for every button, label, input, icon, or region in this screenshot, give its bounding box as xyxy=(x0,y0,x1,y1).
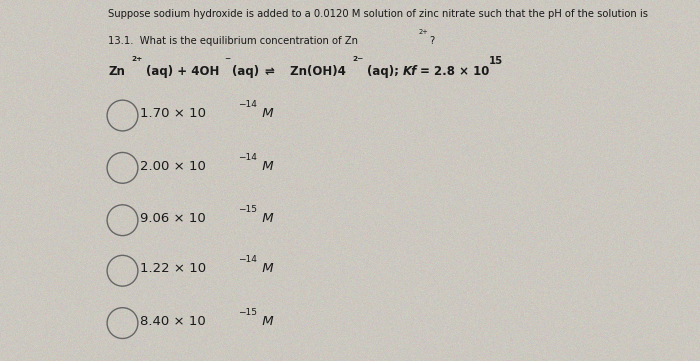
Text: 2−: 2− xyxy=(353,56,364,62)
Text: ?: ? xyxy=(430,36,435,46)
Text: 8.40 × 10: 8.40 × 10 xyxy=(140,315,206,328)
Text: (aq): (aq) xyxy=(232,65,260,78)
Text: −14: −14 xyxy=(238,153,257,161)
Text: M: M xyxy=(258,107,273,120)
Text: Suppose sodium hydroxide is added to a 0.0120 M solution of zinc nitrate such th: Suppose sodium hydroxide is added to a 0… xyxy=(108,9,648,19)
Text: 13.1.  What is the equilibrium concentration of Zn: 13.1. What is the equilibrium concentrat… xyxy=(108,36,358,46)
Text: −: − xyxy=(224,56,230,62)
Text: (aq);: (aq); xyxy=(367,65,403,78)
Text: 15: 15 xyxy=(489,56,503,66)
Text: Kf: Kf xyxy=(403,65,417,78)
Text: 9.06 × 10: 9.06 × 10 xyxy=(140,212,206,225)
Text: −15: −15 xyxy=(238,205,257,214)
Text: 2+: 2+ xyxy=(132,56,143,62)
Text: M: M xyxy=(258,262,273,275)
Text: −14: −14 xyxy=(238,100,257,109)
Text: 2.00 × 10: 2.00 × 10 xyxy=(140,160,206,173)
Text: 1.70 × 10: 1.70 × 10 xyxy=(140,107,206,120)
Text: −14: −14 xyxy=(238,256,257,264)
Text: M: M xyxy=(258,212,273,225)
Text: 2+: 2+ xyxy=(419,29,428,35)
Text: M: M xyxy=(258,160,273,173)
Text: M: M xyxy=(258,315,273,328)
Text: Zn(OH)4: Zn(OH)4 xyxy=(286,65,346,78)
Text: = 2.8 × 10: = 2.8 × 10 xyxy=(420,65,489,78)
Text: Zn: Zn xyxy=(108,65,125,78)
Text: −15: −15 xyxy=(238,308,257,317)
Text: (aq) + 4OH: (aq) + 4OH xyxy=(146,65,219,78)
Text: ⇌: ⇌ xyxy=(265,65,274,78)
Text: 1.22 × 10: 1.22 × 10 xyxy=(140,262,206,275)
